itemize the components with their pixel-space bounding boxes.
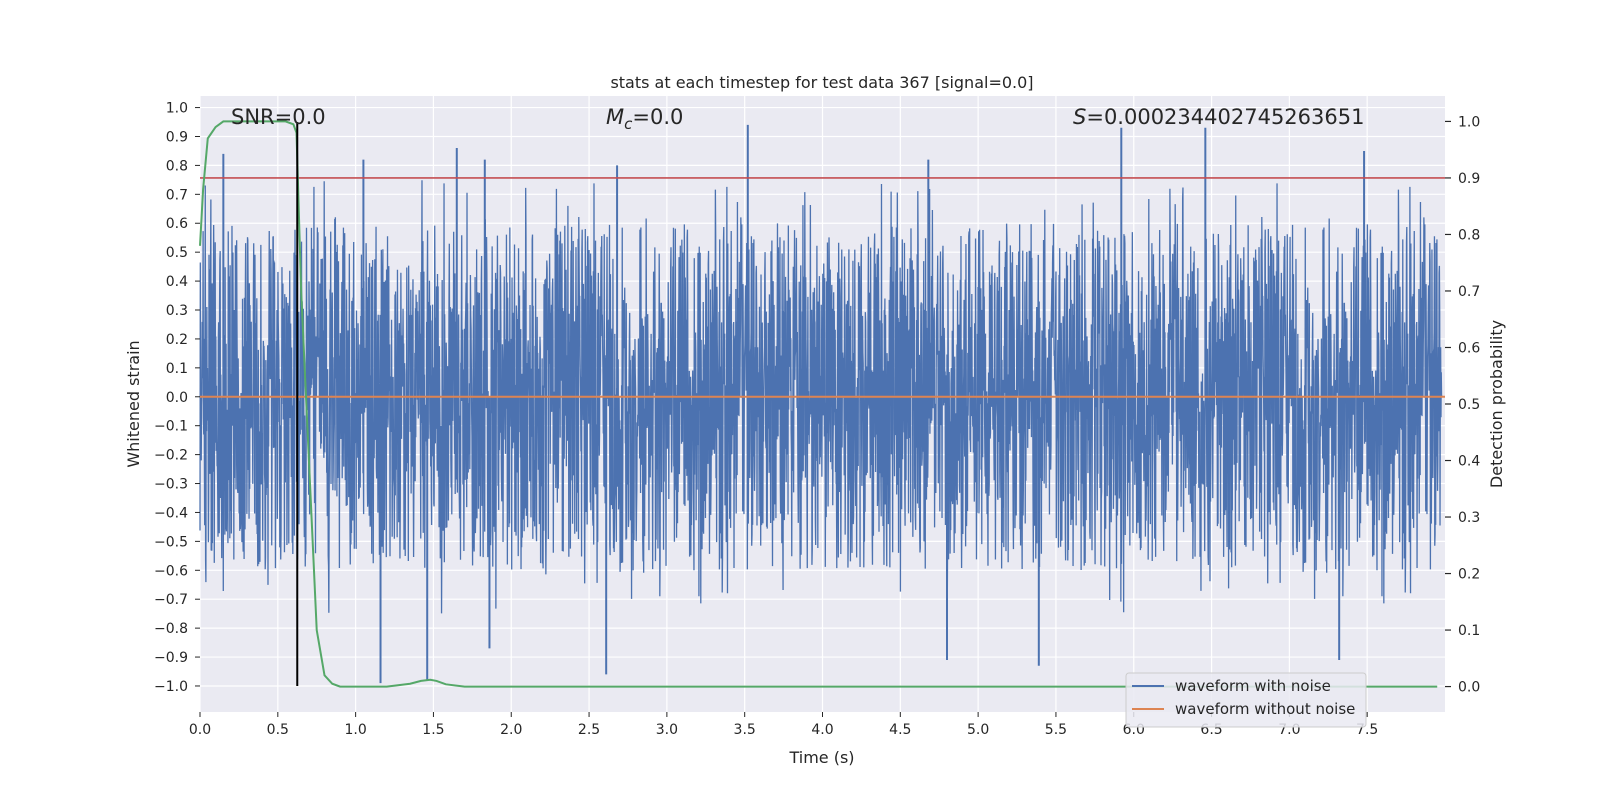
s-annotation: S=0.000234402745263651 <box>1073 105 1364 129</box>
chart-title: stats at each timestep for test data 367… <box>610 73 1033 92</box>
x-tick-label: 0.0 <box>189 722 211 738</box>
x-tick-label: 0.5 <box>267 722 289 738</box>
y2-tick-label: 0.8 <box>1458 227 1480 243</box>
tick-labels: 0.0 0.5 1.0 1.5 2.0 2.5 3.0 3.5 4.0 4.5 5.0 5.5 6.0 6… <box>154 101 1480 738</box>
y-tick-label: −1.0 <box>154 679 188 695</box>
y-tick-label: 0.2 <box>166 332 188 348</box>
y2-tick-label: 0.5 <box>1458 397 1480 413</box>
y-tick-label: 0.1 <box>166 361 188 377</box>
mc-value: =0.0 <box>632 105 683 129</box>
x-tick-label: 2.0 <box>500 722 522 738</box>
y-tick-label: −0.5 <box>154 534 188 550</box>
y-tick-label: −0.7 <box>154 592 188 608</box>
y-tick-label: 0.3 <box>166 303 188 319</box>
x-tick-label: 1.0 <box>344 722 366 738</box>
y-tick-label: −0.9 <box>154 650 188 666</box>
y-axis-label: Whitened strain <box>124 340 143 467</box>
x-tick-label: 3.0 <box>656 722 678 738</box>
legend-label-clean: waveform without noise <box>1175 700 1355 718</box>
y-tick-label: 0.0 <box>166 390 188 406</box>
y2-tick-label: 0.0 <box>1458 680 1480 696</box>
y-tick-label: 0.6 <box>166 216 188 232</box>
y-tick-label: −0.2 <box>154 448 188 464</box>
y2-tick-label: 0.1 <box>1458 623 1480 639</box>
x-tick-label: 1.5 <box>422 722 444 738</box>
legend-label-noise: waveform with noise <box>1175 677 1331 695</box>
x-tick-label: 4.0 <box>811 722 833 738</box>
x-tick-label: 3.5 <box>734 722 756 738</box>
waveform-with-noise-series <box>199 124 1443 684</box>
legend-box <box>1125 672 1367 728</box>
y2-tick-label: 1.0 <box>1458 114 1480 130</box>
y2-axis-label: Detection probability <box>1487 320 1506 488</box>
noise-waveform-path <box>199 180 1443 614</box>
y-tick-label: 0.8 <box>166 158 188 174</box>
x-tick-label: 5.0 <box>967 722 989 738</box>
s-symbol: S <box>1073 105 1086 129</box>
y-tick-label: −0.3 <box>154 477 188 493</box>
y2-tick-label: 0.9 <box>1458 171 1480 187</box>
y2-tick-label: 0.7 <box>1458 284 1480 300</box>
y-tick-label: −0.8 <box>154 621 188 637</box>
y-tick-label: 0.7 <box>166 187 188 203</box>
y-tick-label: −0.4 <box>154 505 188 521</box>
y-tick-label: 0.5 <box>166 245 188 261</box>
detection-probability-line <box>199 120 1438 688</box>
y2-tick-label: 0.4 <box>1458 454 1480 470</box>
legend: waveform with noise waveform without noi… <box>1125 672 1367 728</box>
x-axis-label: Time (s) <box>788 748 854 767</box>
mc-symbol: M <box>606 105 624 129</box>
mc-annotation: Mc=0.0 <box>606 105 683 133</box>
x-tick-label: 5.5 <box>1045 722 1067 738</box>
x-tick-label: 2.5 <box>578 722 600 738</box>
mc-subscript: c <box>624 115 633 133</box>
y-tick-label: −0.6 <box>154 563 188 579</box>
y-tick-label: 0.4 <box>166 274 188 290</box>
y2-tick-label: 0.6 <box>1458 340 1480 356</box>
y-tick-label: −0.1 <box>154 419 188 435</box>
y-tick-label: 1.0 <box>166 101 188 117</box>
y2-tick-label: 0.2 <box>1458 567 1480 583</box>
snr-annotation: SNR=0.0 <box>231 105 326 129</box>
y-tick-label: 0.9 <box>166 129 188 145</box>
x-tick-label: 4.5 <box>889 722 911 738</box>
y2-tick-label: 0.3 <box>1458 510 1480 526</box>
s-value: =0.000234402745263651 <box>1086 105 1364 129</box>
lines-layer <box>199 120 1445 688</box>
